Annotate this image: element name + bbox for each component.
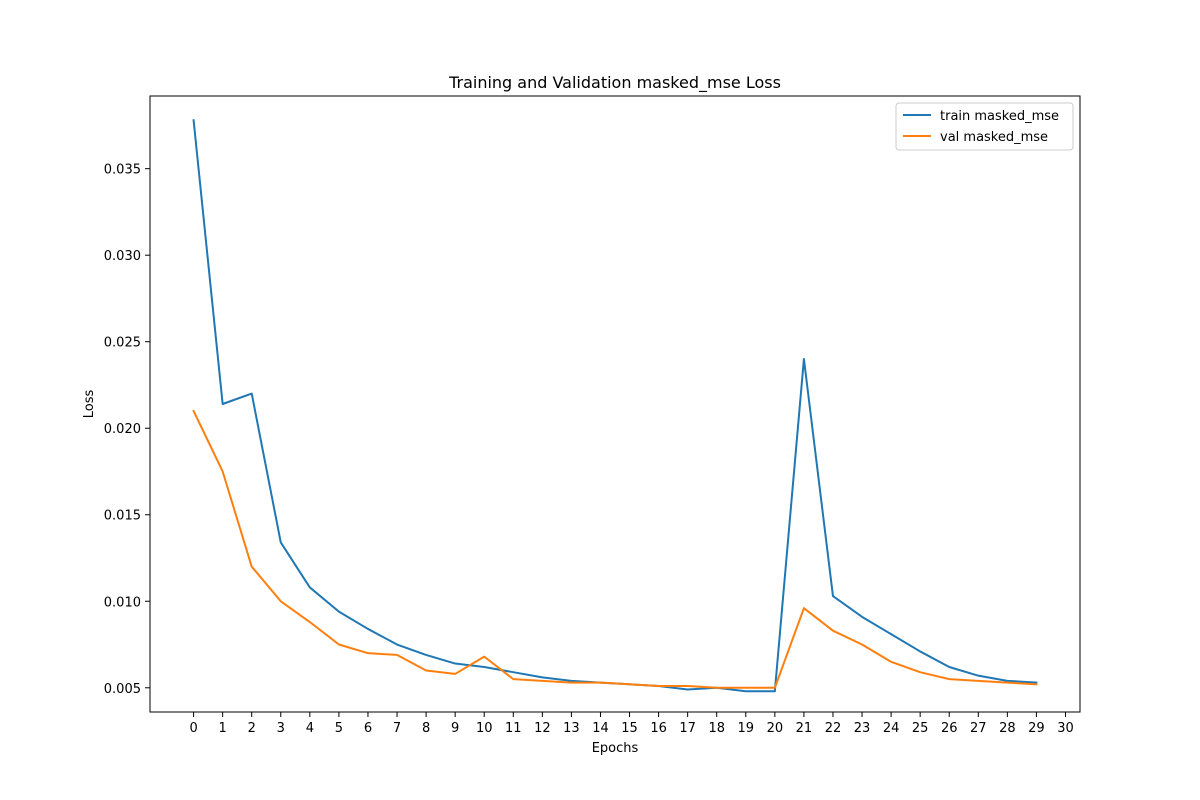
x-tick-label: 24 — [883, 721, 900, 736]
x-tick-label: 4 — [306, 721, 314, 736]
x-tick-label: 20 — [767, 721, 784, 736]
x-tick-label: 30 — [1057, 721, 1074, 736]
x-tick-label: 7 — [393, 721, 401, 736]
y-tick-label: 0.005 — [104, 682, 141, 697]
x-tick-label: 8 — [422, 721, 430, 736]
x-tick-label: 17 — [679, 721, 696, 736]
x-tick-label: 14 — [592, 721, 609, 736]
x-tick-label: 16 — [650, 721, 667, 736]
x-tick-label: 3 — [277, 721, 285, 736]
x-tick-label: 1 — [219, 721, 227, 736]
x-tick-label: 9 — [451, 721, 459, 736]
x-tick-label: 0 — [189, 721, 197, 736]
legend-label-train: train masked_mse — [940, 109, 1059, 124]
x-tick-label: 12 — [534, 721, 551, 736]
y-tick-label: 0.030 — [104, 249, 141, 264]
x-tick-label: 15 — [621, 721, 638, 736]
x-tick-label: 10 — [476, 721, 493, 736]
x-tick-label: 21 — [796, 721, 813, 736]
x-tick-label: 13 — [563, 721, 580, 736]
x-tick-label: 5 — [335, 721, 343, 736]
y-axis-label: Loss — [82, 390, 97, 419]
y-axis-ticks: 0.005 0.010 0.015 0.020 0.025 0.030 0.035 — [104, 163, 150, 697]
x-tick-label: 11 — [505, 721, 522, 736]
x-tick-label: 29 — [1028, 721, 1045, 736]
y-tick-label: 0.010 — [104, 595, 141, 610]
y-tick-label: 0.035 — [104, 163, 141, 178]
x-tick-label: 27 — [970, 721, 987, 736]
x-tick-label: 18 — [708, 721, 725, 736]
x-tick-label: 19 — [738, 721, 755, 736]
x-tick-label: 6 — [364, 721, 372, 736]
x-tick-label: 22 — [825, 721, 842, 736]
x-tick-label: 2 — [248, 721, 256, 736]
plot-area-frame — [149, 95, 1081, 713]
legend-box — [895, 102, 1074, 151]
series-line-val — [192, 409, 1038, 689]
chart-title: Training and Validation masked_mse Loss — [448, 73, 781, 93]
x-tick-label: 26 — [941, 721, 958, 736]
x-tick-label: 25 — [912, 721, 929, 736]
x-axis-label: Epochs — [592, 741, 639, 756]
y-tick-label: 0.015 — [104, 509, 141, 524]
y-tick-label: 0.025 — [104, 336, 141, 351]
x-tick-label: 28 — [999, 721, 1016, 736]
y-tick-label: 0.020 — [104, 422, 141, 437]
legend-label-val: val masked_mse — [940, 130, 1048, 145]
x-axis-ticks: 0 1 2 3 4 5 6 7 8 9 10 11 12 13 14 15 16 17 18 19 20 21 22 23 24… — [189, 712, 1074, 736]
legend: train masked_mse val masked_mse — [895, 102, 1074, 151]
series-lines — [192, 119, 1038, 693]
x-tick-label: 23 — [854, 721, 871, 736]
